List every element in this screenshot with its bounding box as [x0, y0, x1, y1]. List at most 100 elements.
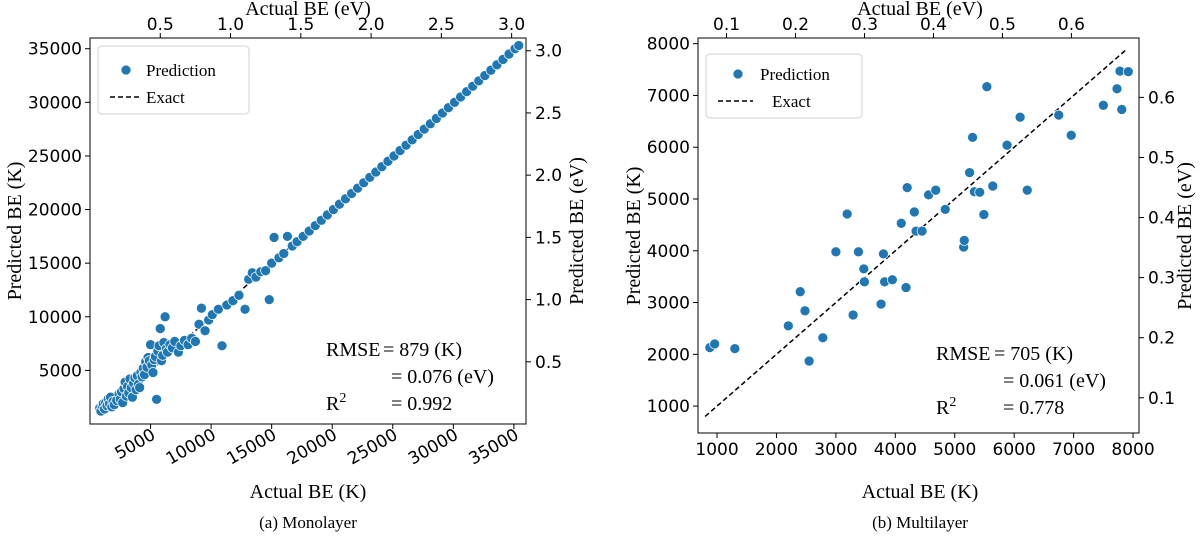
axes: 1000 2000 3000 4000 5000 6000 7000 8000 1000 2000… — [647, 15, 1175, 460]
y-tick-label: 8000 — [647, 35, 690, 55]
scatter-point — [147, 367, 159, 378]
metrics-annotation: RMSE = 705 (K) = 0.061 (eV) R2 = 0.778 — [936, 343, 1106, 419]
top-x-tick-label: 0.6 — [1058, 15, 1085, 35]
y-tick-label: 6000 — [647, 138, 690, 158]
scatter-point — [729, 343, 741, 354]
r2-value: = 0.778 — [1003, 397, 1064, 419]
scatter-point — [1014, 111, 1026, 123]
r2-label: R2 — [936, 395, 956, 419]
scatter-point — [151, 393, 162, 405]
rmse-k-value: = 705 (K) — [994, 343, 1073, 365]
scatter-point — [974, 186, 986, 198]
scatter-point — [859, 276, 870, 288]
top-x-tick-label: 2.5 — [428, 15, 455, 35]
scatter-point — [964, 167, 975, 178]
scatter-point — [199, 325, 211, 337]
scatter-point — [1111, 83, 1123, 95]
y-tick-label: 5000 — [647, 190, 690, 210]
right-y-tick-label: 0.1 — [1148, 389, 1175, 409]
y-tick-label: 5000 — [39, 361, 82, 381]
legend: Prediction Exact — [705, 53, 863, 119]
legend: Prediction Exact — [97, 45, 250, 115]
scatter-point — [1001, 139, 1013, 151]
y-tick-label: 30000 — [28, 93, 82, 113]
x-tick-label: 1000 — [695, 440, 738, 460]
plot-marks — [704, 48, 1134, 417]
scatter-point — [1122, 66, 1134, 78]
scatter-point — [239, 303, 251, 315]
rmse-label: RMSE — [326, 339, 380, 361]
scatter-point — [803, 355, 815, 367]
right-y-tick-label: 1.5 — [535, 228, 562, 248]
scatter-point — [830, 246, 842, 258]
y-tick-label: 20000 — [28, 201, 82, 221]
r2-label-text: R — [326, 393, 340, 415]
panel-multilayer: 1000 2000 3000 4000 5000 6000 7000 8000 1000 2000… — [623, 0, 1196, 532]
scatter-point — [967, 132, 978, 143]
plot-frame — [697, 37, 1140, 434]
scatter-point — [900, 282, 912, 293]
y-tick-label: 25000 — [28, 147, 82, 167]
top-x-tick-label: 1.5 — [287, 15, 314, 35]
top-x-tick-label: 3.0 — [498, 15, 525, 35]
right-y-tick-label: 2.0 — [535, 166, 562, 186]
y-tick-label: 10000 — [28, 308, 82, 328]
x-tick-label: 35000 — [466, 425, 523, 469]
top-x-axis-label: Actual BE (eV) — [245, 0, 371, 20]
right-y-tick-label: 1.0 — [535, 291, 562, 311]
scatter-point — [895, 217, 907, 229]
scatter-point — [260, 265, 271, 277]
x-tick-label: 20000 — [284, 425, 341, 469]
right-y-tick-label: 0.2 — [1148, 329, 1175, 349]
scatter-point — [939, 204, 951, 215]
r2-superscript: 2 — [949, 395, 956, 410]
panel-caption: (b) Multilayer — [872, 513, 968, 532]
scatter-point — [901, 182, 913, 193]
y-tick-label: 35000 — [28, 40, 82, 60]
legend-box — [705, 53, 863, 119]
scatter-point — [817, 332, 829, 344]
scatter-point — [978, 209, 990, 220]
scatter-point — [233, 289, 245, 301]
top-x-tick-label: 0.2 — [782, 15, 809, 35]
x-tick-label: 5000 — [933, 440, 976, 460]
scatter-point — [782, 320, 794, 332]
r2-label-text: R — [936, 397, 950, 419]
legend-exact-label: Exact — [146, 88, 185, 107]
scatter-point — [266, 257, 278, 269]
scatter-point — [709, 338, 720, 350]
scatter-point — [190, 336, 201, 347]
scatter-point — [278, 248, 290, 259]
x-axis-label: Actual BE (K) — [250, 481, 367, 503]
scatter-point — [841, 208, 853, 220]
right-y-tick-label: 2.5 — [535, 104, 562, 124]
scatter-point — [134, 382, 146, 393]
scatter-point — [958, 235, 970, 246]
legend-prediction-marker — [120, 64, 132, 76]
scatter-point — [981, 81, 993, 93]
right-y-axis-label: Predicted BE (eV) — [1174, 162, 1196, 310]
y-axis-label: Predicted BE (K) — [4, 162, 26, 301]
scatter-point — [853, 246, 864, 258]
scatter-point — [1065, 129, 1077, 141]
right-y-axis-label: Predicted BE (eV) — [566, 157, 588, 305]
rmse-ev-value: = 0.076 (eV) — [391, 366, 494, 388]
x-tick-label: 15000 — [223, 425, 280, 469]
plot-frame — [89, 37, 527, 425]
r2-value: = 0.992 — [391, 393, 452, 415]
scatter-point — [196, 302, 207, 314]
right-y-tick-label: 0.3 — [1148, 269, 1175, 289]
x-tick-label: 7000 — [1052, 440, 1095, 460]
scatter-point — [159, 311, 171, 323]
plot-marks — [94, 40, 525, 417]
top-x-tick-label: 0.1 — [713, 15, 740, 35]
right-y-tick-label: 0.4 — [1148, 209, 1175, 229]
r2-superscript: 2 — [339, 391, 346, 406]
x-tick-label: 25000 — [344, 425, 401, 469]
scatter-point — [213, 303, 224, 315]
top-x-tick-label: 0.5 — [989, 15, 1016, 35]
top-x-tick-label: 2.0 — [358, 15, 385, 35]
legend-prediction-label: Prediction — [760, 65, 830, 84]
top-x-tick-label: 0.4 — [920, 15, 947, 35]
